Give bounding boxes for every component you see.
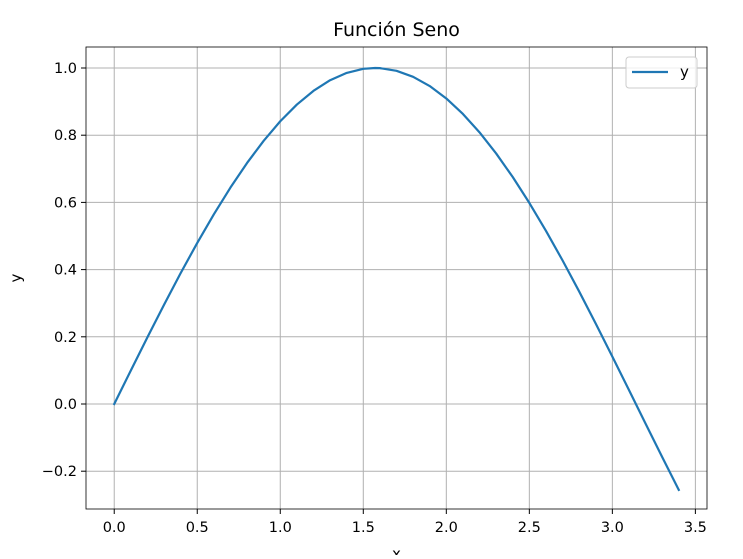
chart-title: Función Seno — [333, 19, 460, 41]
y-tick-label: 1.0 — [54, 61, 77, 77]
y-tick-label: 0.2 — [54, 330, 77, 346]
series-line-y — [112, 66, 681, 492]
x-tick-label: 0.0 — [103, 520, 126, 536]
series-layer — [112, 66, 681, 492]
x-tick-label: 2.0 — [435, 520, 458, 536]
x-tick-label: 0.5 — [186, 520, 209, 536]
legend-label: y — [680, 63, 689, 81]
x-tick-label: 3.0 — [601, 520, 624, 536]
x-tick-label: 1.0 — [269, 520, 292, 536]
y-tick-label: 0.4 — [54, 263, 77, 279]
y-tick-label: 0.0 — [54, 397, 77, 413]
plot-frame — [85, 46, 708, 510]
x-tick-label: 2.5 — [518, 520, 541, 536]
ticks: 0.0 0.5 1.0 1.5 2.0 2.5 3.0 3.5 −0.2 0.0 0.2 0.4 0.6… — [42, 61, 707, 536]
y-tick-label: −0.2 — [42, 464, 77, 480]
y-tick-label: 0.6 — [54, 195, 77, 211]
x-tick-label: 3.5 — [684, 520, 707, 536]
x-tick-label: 1.5 — [352, 520, 375, 536]
legend: y — [625, 56, 698, 89]
y-tick-label: 0.8 — [54, 128, 77, 144]
x-axis-label: x — [392, 545, 401, 555]
y-axis-label: y — [7, 273, 25, 282]
grid — [86, 47, 707, 509]
